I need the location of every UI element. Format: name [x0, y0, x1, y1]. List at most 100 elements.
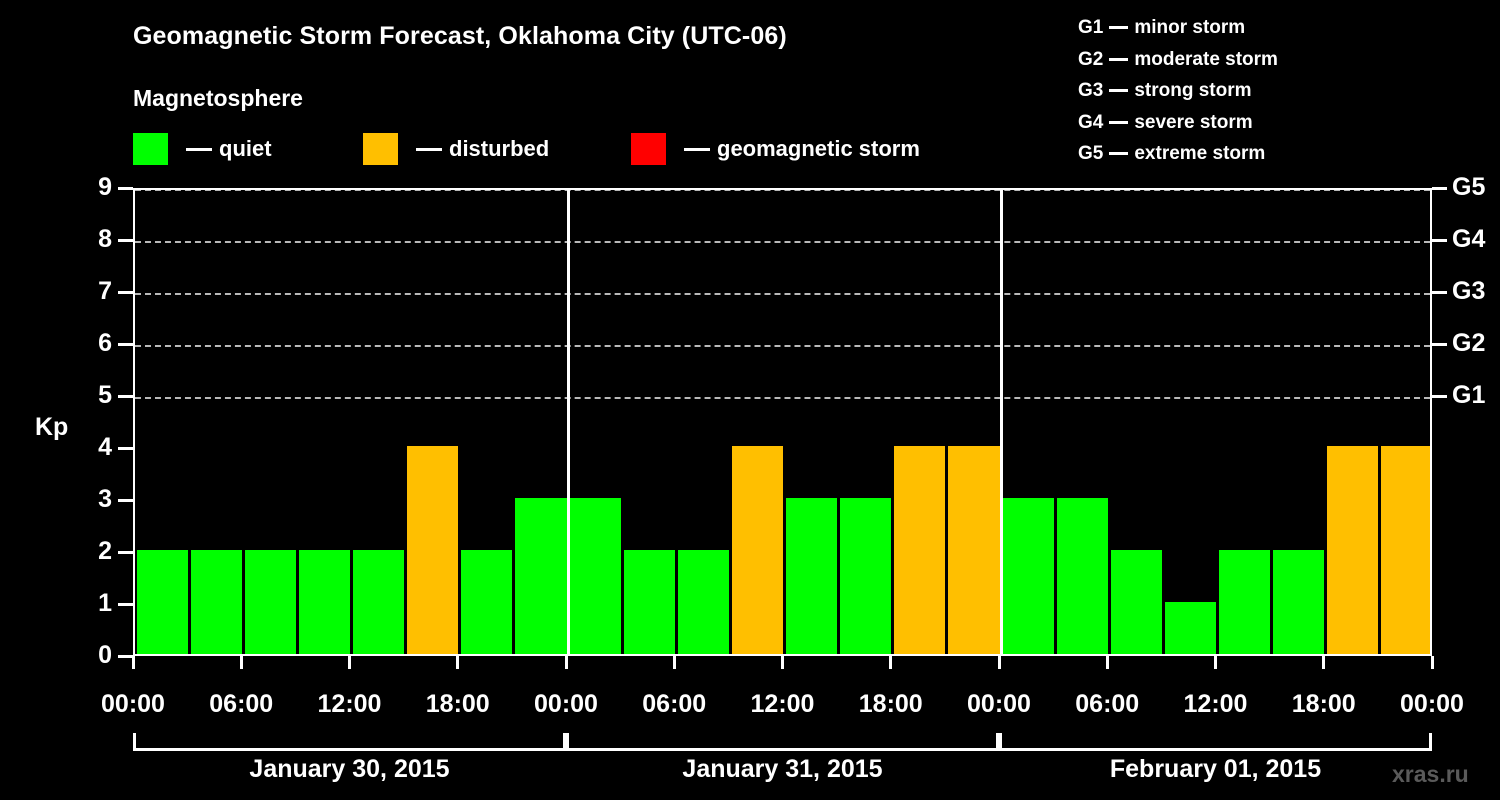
x-tick-mark-9: [1105, 656, 1109, 669]
g-tick-mark-g4: [1432, 238, 1447, 242]
legend-dash-icon: [186, 147, 212, 151]
bar-kp: [1273, 550, 1325, 654]
day-bracket-3: [999, 733, 1432, 751]
day-label-3: February 01, 2015: [1109, 755, 1322, 783]
g-scale-row-g4: G4 severe storm: [1078, 107, 1278, 139]
bar-kp: [136, 550, 188, 654]
x-tick-label-9: 06:00: [1075, 690, 1140, 718]
bar-kp: [1164, 602, 1216, 654]
x-tick-label-5: 06:00: [642, 690, 707, 718]
y-tick-label-9: 9: [98, 173, 112, 201]
y-tick-mark-8: [118, 238, 133, 242]
legend-heading: Magnetosphere: [133, 85, 303, 111]
legend-entry-disturbed: disturbed: [363, 133, 549, 165]
bar-kp: [1110, 550, 1162, 654]
g-scale-dash-icon: [1109, 57, 1129, 61]
g-scale-code: G3: [1078, 80, 1104, 101]
y-tick-label-0: 0: [98, 641, 112, 669]
y-tick-mark-6: [118, 342, 133, 346]
y-tick-label-5: 5: [98, 381, 112, 409]
chart-plot-area: [133, 188, 1432, 656]
g-scale-code: G1: [1078, 17, 1104, 38]
g-tick-label-g2: G2: [1452, 329, 1486, 357]
g-scale-label: minor storm: [1134, 17, 1246, 38]
g-scale-dash-icon: [1109, 152, 1129, 156]
bar-kp: [569, 498, 621, 654]
g-scale-dash-icon: [1109, 89, 1129, 93]
x-tick-mark-12: [1430, 656, 1434, 669]
bar-kp: [894, 446, 946, 654]
g-tick-mark-g2: [1432, 342, 1447, 346]
legend-swatch-disturbed: [363, 133, 398, 165]
g-tick-mark-g3: [1432, 290, 1447, 294]
y-tick-label-8: 8: [98, 225, 112, 253]
bar-kp: [407, 446, 459, 654]
g-scale-row-g5: G5 extreme storm: [1078, 138, 1278, 170]
y-tick-mark-3: [118, 498, 133, 502]
day-label-1: January 30, 2015: [249, 755, 450, 783]
x-tick-mark-7: [889, 656, 893, 669]
bar-kp: [298, 550, 350, 654]
g-scale-legend: G1 minor storm G2 moderate storm G3 strong st…: [1078, 12, 1278, 170]
bar-kp: [1056, 498, 1108, 654]
g-scale-dash-icon: [1109, 26, 1129, 30]
gridline-kp-9: [135, 190, 1430, 191]
x-tick-label-8: 00:00: [967, 690, 1031, 718]
y-tick-mark-4: [118, 446, 133, 450]
x-tick-mark-4: [564, 656, 568, 669]
g-scale-code: G2: [1078, 48, 1104, 70]
g-scale-label: moderate storm: [1134, 48, 1278, 70]
g-tick-label-g4: G4: [1452, 225, 1486, 253]
bar-kp: [1002, 498, 1054, 654]
bar-kp: [840, 498, 892, 654]
g-scale-code: G4: [1078, 111, 1104, 133]
g-scale-row-g1: G1 minor storm: [1078, 12, 1278, 44]
legend-swatch-geomagnetic-storm: [631, 133, 666, 165]
x-tick-label-7: 18:00: [858, 690, 923, 718]
x-tick-label-3: 18:00: [425, 690, 490, 718]
legend-label: disturbed: [449, 136, 550, 161]
bar-kp: [1381, 446, 1430, 654]
y-tick-mark-7: [118, 290, 133, 294]
x-tick-label-12: 00:00: [1400, 690, 1464, 718]
x-tick-mark-5: [672, 656, 676, 669]
x-tick-label-0: 00:00: [101, 690, 165, 718]
bar-kp: [731, 446, 783, 654]
y-tick-mark-9: [118, 186, 133, 190]
legend-label: quiet: [219, 136, 272, 161]
legend-label: geomagnetic storm: [717, 136, 920, 161]
bar-kp: [461, 550, 513, 654]
y-tick-label-7: 7: [98, 277, 112, 305]
bar-kp: [623, 550, 675, 654]
legend-dash-icon: [416, 147, 442, 151]
y-tick-label-2: 2: [98, 537, 112, 565]
y-tick-label-4: 4: [98, 433, 112, 461]
y-tick-label-3: 3: [98, 485, 112, 513]
x-tick-label-11: 18:00: [1291, 690, 1356, 718]
g-tick-label-g5: G5: [1452, 173, 1486, 201]
gridline-kp-6: [135, 345, 1430, 347]
x-tick-label-10: 12:00: [1183, 690, 1248, 718]
bar-kp: [1219, 550, 1271, 654]
g-tick-mark-g1: [1432, 394, 1447, 398]
chart-plot-inner: [135, 190, 1430, 654]
y-axis-label: Kp: [35, 413, 69, 441]
x-tick-mark-8: [997, 656, 1001, 669]
legend-entry-geomagnetic-storm: geomagnetic storm: [631, 133, 920, 165]
x-tick-mark-6: [781, 656, 784, 669]
x-tick-label-1: 06:00: [209, 690, 274, 718]
g-tick-mark-g5: [1432, 186, 1447, 190]
legend-swatch-quiet: [133, 133, 168, 165]
y-tick-label-6: 6: [98, 329, 112, 357]
x-tick-mark-2: [348, 656, 351, 669]
y-tick-mark-1: [118, 602, 133, 606]
y-tick-mark-5: [118, 394, 133, 398]
x-tick-label-6: 12:00: [750, 690, 815, 718]
day-bracket-1: [133, 733, 566, 751]
y-tick-label-1: 1: [98, 589, 112, 617]
bar-kp: [244, 550, 296, 654]
g-scale-row-g2: G2 moderate storm: [1078, 44, 1278, 76]
x-tick-mark-3: [456, 656, 460, 669]
g-tick-label-g3: G3: [1452, 277, 1486, 305]
g-tick-label-g1: G1: [1452, 381, 1486, 409]
